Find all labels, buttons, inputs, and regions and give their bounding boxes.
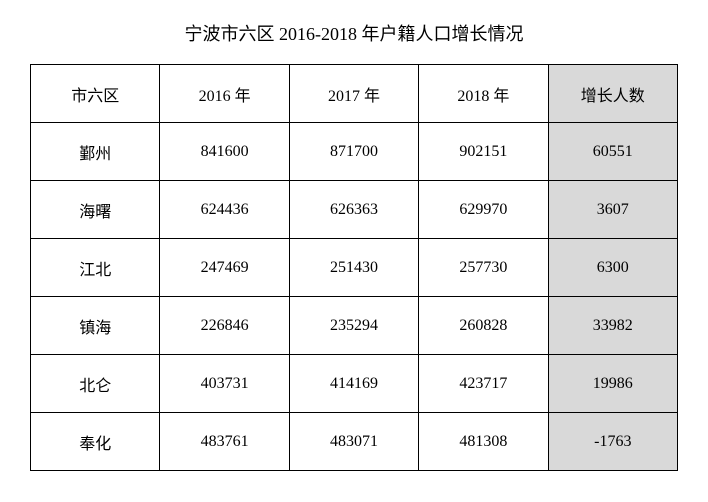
table-cell: 3607: [548, 181, 677, 239]
table-cell: 251430: [289, 239, 418, 297]
table-cell: 奉化: [31, 413, 160, 471]
population-table: 市六区 2016 年 2017 年 2018 年 增长人数 鄞州84160087…: [30, 64, 678, 471]
table-row: 海曙6244366263636299703607: [31, 181, 678, 239]
table-row: 镇海22684623529426082833982: [31, 297, 678, 355]
table-cell: 镇海: [31, 297, 160, 355]
table-cell: 6300: [548, 239, 677, 297]
table-cell: 414169: [289, 355, 418, 413]
header-2016: 2016 年: [160, 65, 289, 123]
table-cell: 33982: [548, 297, 677, 355]
table-cell: 226846: [160, 297, 289, 355]
table-cell: 403731: [160, 355, 289, 413]
table-row: 北仑40373141416942371719986: [31, 355, 678, 413]
table-cell: 624436: [160, 181, 289, 239]
table-cell: 江北: [31, 239, 160, 297]
table-cell: 902151: [419, 123, 548, 181]
header-district: 市六区: [31, 65, 160, 123]
table-cell: 871700: [289, 123, 418, 181]
table-cell: 60551: [548, 123, 677, 181]
table-cell: 北仑: [31, 355, 160, 413]
table-cell: 海曙: [31, 181, 160, 239]
table-title: 宁波市六区 2016-2018 年户籍人口增长情况: [30, 20, 678, 46]
table-cell: 19986: [548, 355, 677, 413]
table-row: 鄞州84160087170090215160551: [31, 123, 678, 181]
table-cell: 260828: [419, 297, 548, 355]
table-cell: 841600: [160, 123, 289, 181]
table-header-row: 市六区 2016 年 2017 年 2018 年 增长人数: [31, 65, 678, 123]
table-cell: 257730: [419, 239, 548, 297]
table-cell: 481308: [419, 413, 548, 471]
table-cell: 423717: [419, 355, 548, 413]
table-cell: 483071: [289, 413, 418, 471]
header-growth: 增长人数: [548, 65, 677, 123]
table-cell: 626363: [289, 181, 418, 239]
table-row: 江北2474692514302577306300: [31, 239, 678, 297]
table-cell: 247469: [160, 239, 289, 297]
table-cell: 629970: [419, 181, 548, 239]
table-cell: 483761: [160, 413, 289, 471]
table-row: 奉化483761483071481308-1763: [31, 413, 678, 471]
table-body: 鄞州84160087170090215160551海曙6244366263636…: [31, 123, 678, 471]
table-cell: 鄞州: [31, 123, 160, 181]
header-2018: 2018 年: [419, 65, 548, 123]
table-cell: -1763: [548, 413, 677, 471]
header-2017: 2017 年: [289, 65, 418, 123]
table-cell: 235294: [289, 297, 418, 355]
